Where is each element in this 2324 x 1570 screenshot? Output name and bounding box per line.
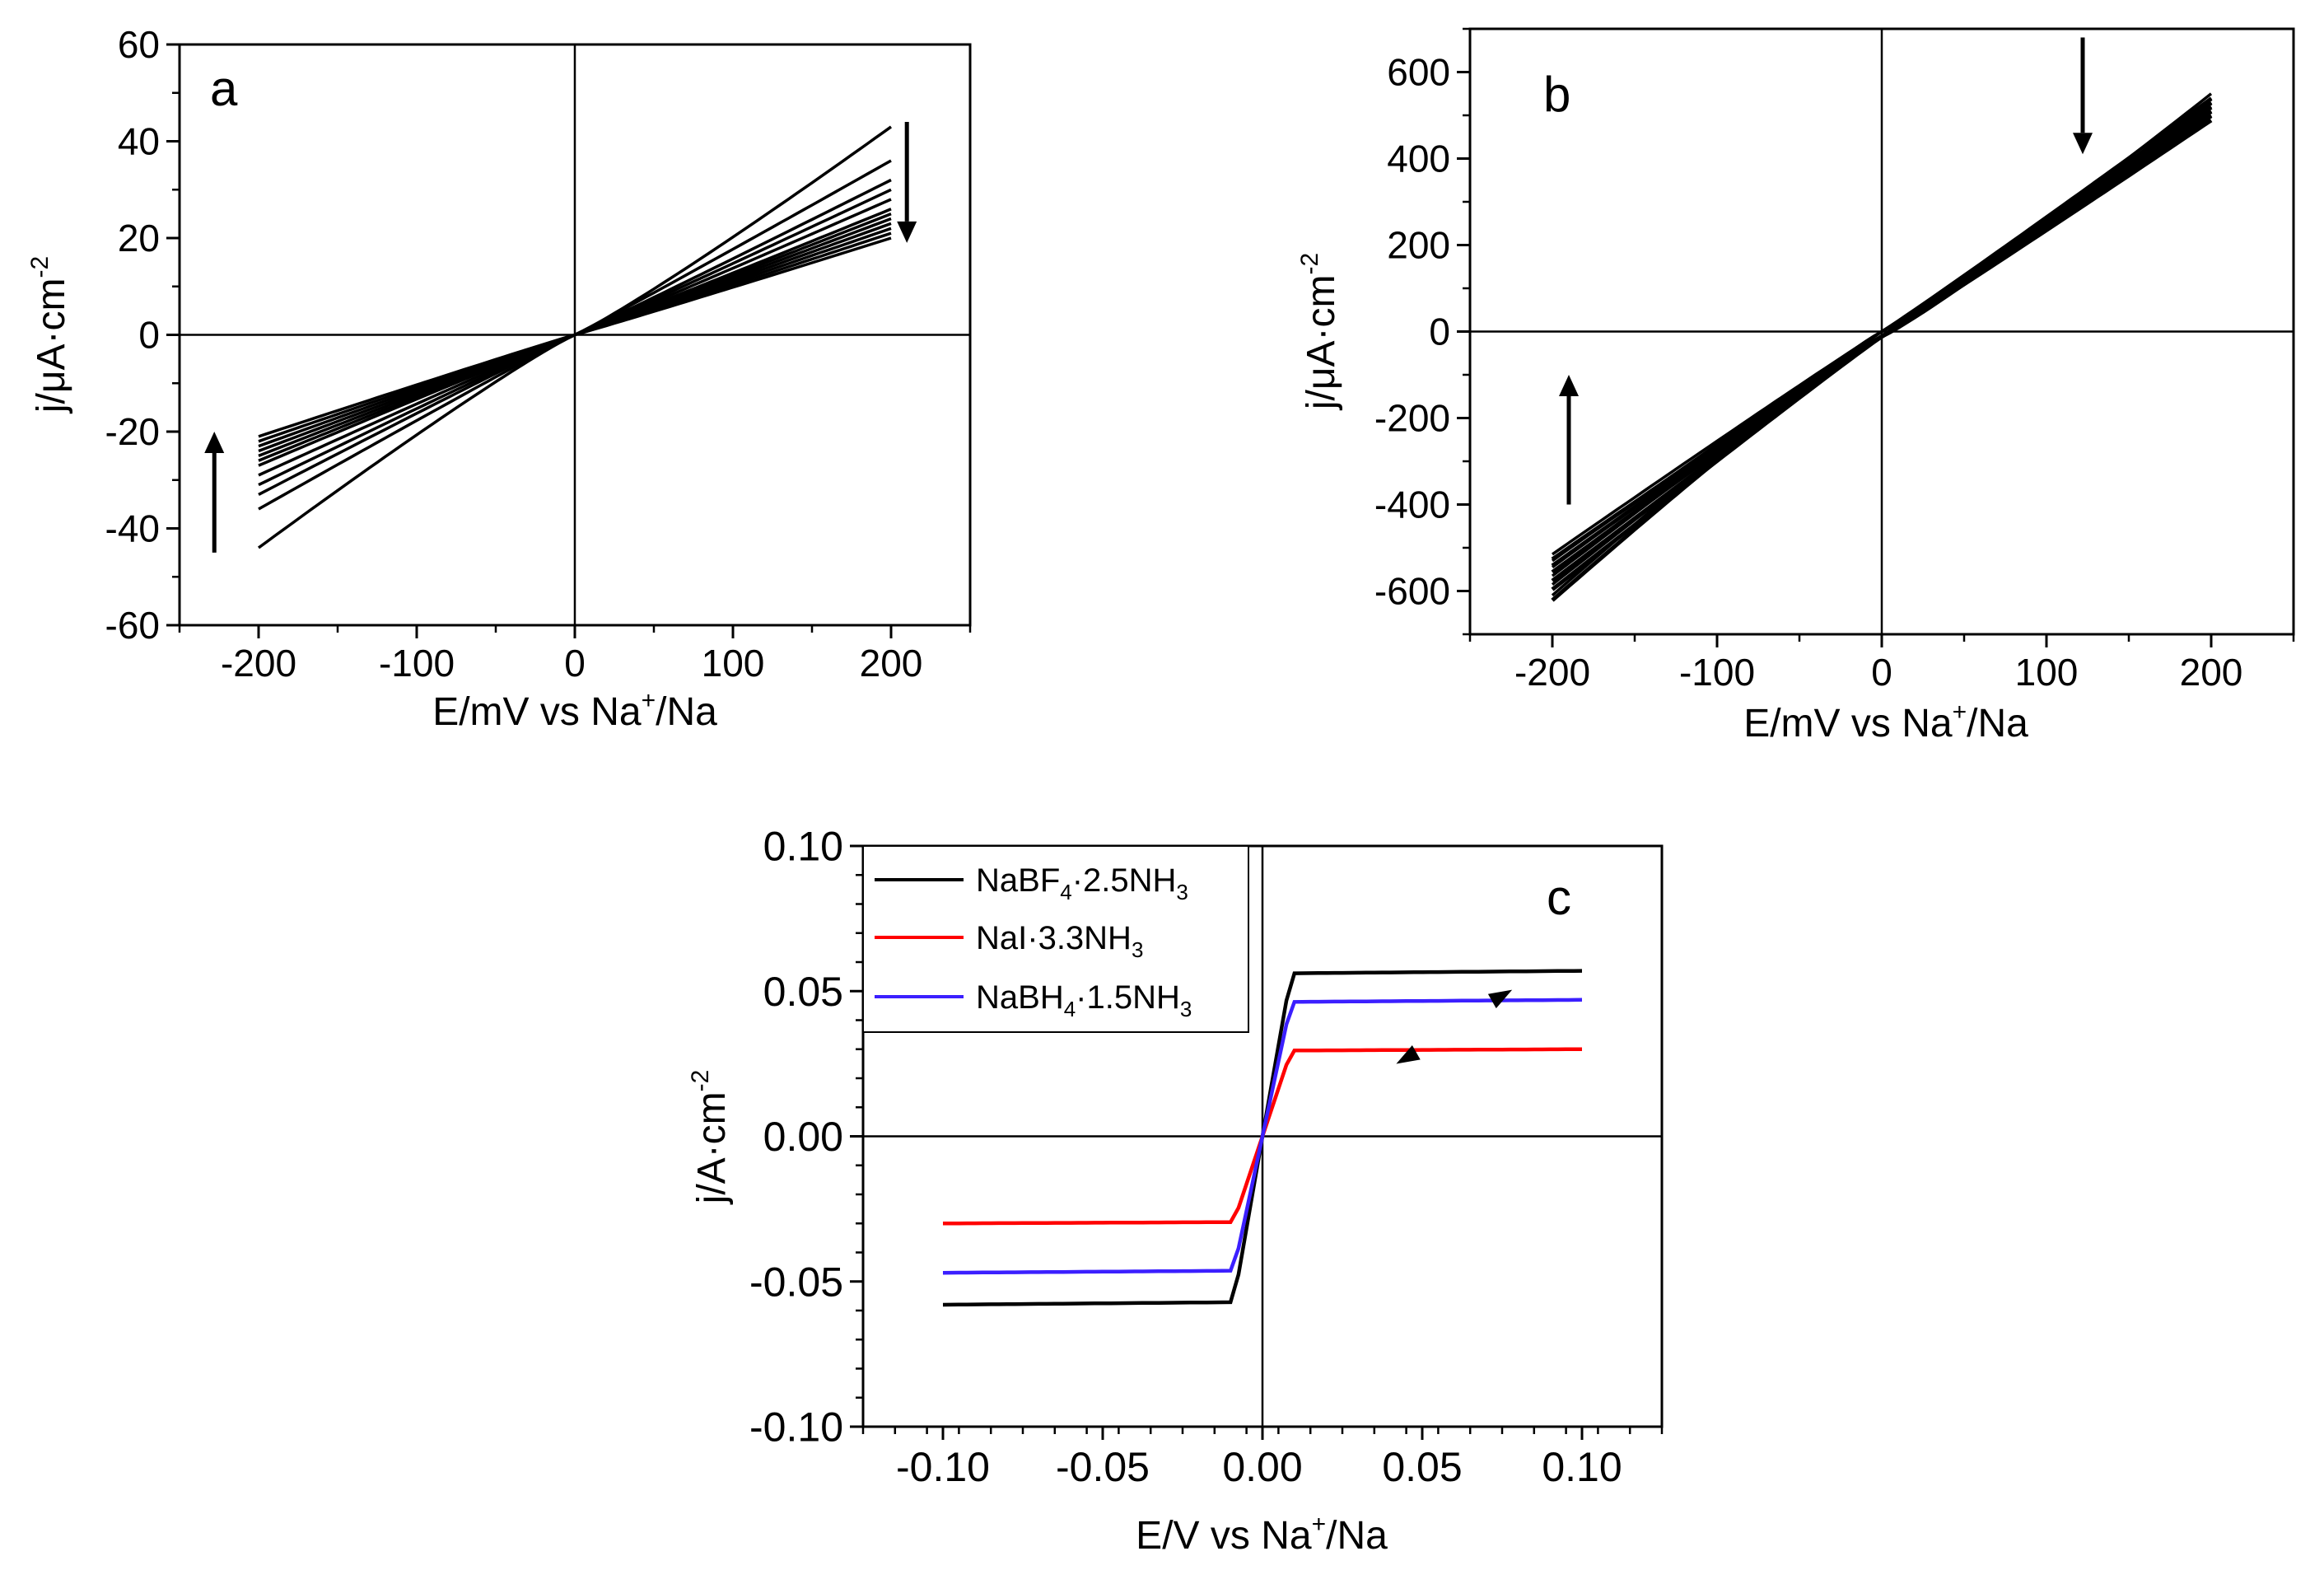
legend-entry-nabh4: NaBH4·1.5NH3 bbox=[875, 979, 1192, 1021]
y-tick-label: 0 bbox=[1429, 311, 1450, 353]
panel-a-letter: a bbox=[210, 61, 238, 116]
x-tick-label: 100 bbox=[702, 642, 765, 685]
x-tick-label: 100 bbox=[2015, 651, 2079, 694]
sweep-direction-arrow bbox=[1396, 1044, 1421, 1064]
series-line bbox=[258, 236, 892, 438]
y-tick-label: 0 bbox=[138, 314, 160, 357]
y-tick-label: 0.05 bbox=[763, 969, 843, 1015]
trend-arrow-head bbox=[1559, 375, 1579, 396]
panel-c-x-axis-title: E/V vs Na+/Na bbox=[1136, 1511, 1388, 1558]
y-tick-label: 400 bbox=[1387, 138, 1450, 180]
x-tick-label: 0 bbox=[564, 642, 586, 685]
panel-a-y-axis-title: j/μA·cm-2 bbox=[26, 256, 73, 414]
legend-entry-nai: NaI·3.3NH3 bbox=[875, 920, 1143, 962]
panel-b-letter: b bbox=[1543, 67, 1570, 122]
x-tick-label: -200 bbox=[1514, 651, 1590, 694]
legend-entry-nabf4: NaBF4·2.5NH3 bbox=[875, 862, 1188, 904]
x-tick-label: 200 bbox=[2180, 651, 2243, 694]
panel-c-letter: c bbox=[1547, 870, 1571, 925]
panel-c-legend: NaBF4·2.5NH3 NaI·3.3NH3 NaBH4·1.5NH3 bbox=[862, 845, 1249, 1033]
x-tick-label: -200 bbox=[221, 642, 296, 685]
y-tick-label: -0.05 bbox=[749, 1259, 843, 1305]
y-tick-label: -400 bbox=[1374, 484, 1450, 526]
panel-a-curves bbox=[257, 125, 893, 549]
y-tick-label: 200 bbox=[1387, 224, 1450, 267]
sweep-direction-arrow bbox=[1487, 989, 1513, 1009]
y-tick-label: 0.10 bbox=[763, 824, 843, 870]
legend-label-nai: NaI·3.3NH3 bbox=[976, 920, 1143, 962]
series-line bbox=[1552, 114, 2212, 556]
trend-arrow-head bbox=[897, 221, 917, 243]
panel-c-y-axis-title: j/A·cm-2 bbox=[687, 1070, 734, 1206]
y-tick-label: -600 bbox=[1374, 570, 1450, 613]
y-tick-label: -0.10 bbox=[749, 1404, 843, 1451]
x-tick-label: -0.05 bbox=[1056, 1444, 1150, 1490]
series-line bbox=[942, 998, 1583, 1275]
panel-c-curves bbox=[942, 969, 1583, 1307]
y-tick-label: -20 bbox=[105, 410, 160, 453]
legend-box bbox=[862, 845, 1249, 1033]
y-tick-label: 60 bbox=[118, 23, 160, 66]
x-tick-label: 0.10 bbox=[1542, 1444, 1622, 1490]
panel-b-ticks: -200 -100 0 100 200 -600 -400 -200 0 200 400 600 bbox=[1374, 27, 2295, 694]
panel-a-arrows bbox=[204, 122, 917, 553]
trend-arrow-head bbox=[2073, 133, 2093, 155]
legend-label-nabf4: NaBF4·2.5NH3 bbox=[976, 862, 1188, 904]
series-line-return bbox=[1551, 118, 2213, 561]
x-tick-label: 0 bbox=[1871, 651, 1892, 694]
panel-b-curves bbox=[1551, 92, 2213, 602]
y-tick-label: -40 bbox=[105, 507, 160, 550]
x-tick-label: 0.05 bbox=[1382, 1444, 1462, 1490]
y-tick-label: 600 bbox=[1387, 51, 1450, 94]
panel-a-x-axis-title: E/mV vs Na+/Na bbox=[432, 687, 717, 734]
y-tick-label: -60 bbox=[105, 604, 160, 647]
panel-c-arrows bbox=[1396, 989, 1513, 1064]
y-tick-label: 20 bbox=[118, 217, 160, 259]
x-tick-label: -100 bbox=[1679, 651, 1755, 694]
x-tick-label: -100 bbox=[379, 642, 455, 685]
x-tick-label: 0.00 bbox=[1222, 1444, 1302, 1490]
panel-c: -0.10 -0.05 0.00 0.05 0.10 -0.10 -0.05 0.00 0.05… bbox=[687, 824, 1664, 1558]
panel-b-x-axis-title: E/mV vs Na+/Na bbox=[1743, 699, 2028, 745]
y-tick-label: 40 bbox=[118, 120, 160, 163]
legend-label-nabh4: NaBH4·1.5NH3 bbox=[976, 979, 1192, 1021]
y-tick-label: -200 bbox=[1374, 397, 1450, 440]
panel-c-ticks: -0.10 -0.05 0.00 0.05 0.10 -0.10 -0.05 0.00 0.05… bbox=[749, 824, 1664, 1490]
panel-b-y-axis-title: j/μA·cm-2 bbox=[1296, 253, 1343, 411]
x-tick-label: -0.10 bbox=[896, 1444, 990, 1490]
y-tick-label: 0.00 bbox=[763, 1114, 843, 1160]
x-tick-label: 200 bbox=[860, 642, 923, 685]
panel-b-arrows bbox=[1559, 37, 2093, 505]
trend-arrow-head bbox=[204, 432, 225, 453]
